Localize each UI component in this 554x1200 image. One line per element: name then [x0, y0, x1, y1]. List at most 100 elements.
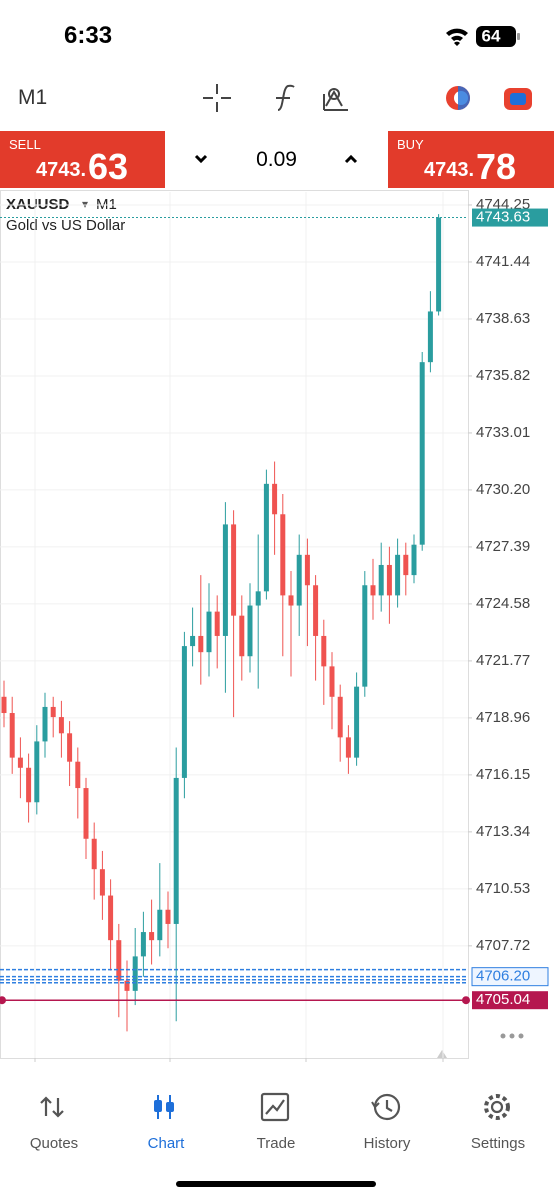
candle-body: [206, 611, 212, 653]
candle-body: [280, 514, 286, 596]
candle-body: [149, 932, 155, 941]
candle-body: [1, 696, 7, 714]
candle-body: [263, 483, 269, 592]
chart-description: Gold vs US Dollar: [6, 217, 125, 234]
status-time: 6:33: [64, 22, 113, 49]
timeframe-button[interactable]: M1: [18, 86, 48, 109]
sell-price-main: 4743.: [36, 159, 87, 181]
candle-body: [436, 217, 442, 312]
candle-body: [403, 554, 409, 576]
toolbar-icons: [203, 84, 348, 112]
y-tick-label: 4727.39: [476, 538, 530, 555]
battery-level: 64: [482, 26, 501, 45]
stop-handle: [462, 996, 470, 1005]
y-tick-label: 4716.15: [476, 766, 530, 783]
y-tick-label: 4735.82: [476, 367, 530, 384]
candle-body: [67, 733, 73, 762]
chart-symbol: XAUUSD: [6, 196, 70, 213]
candle-body: [26, 767, 32, 803]
candle-body: [395, 554, 401, 596]
candle-body: [132, 956, 138, 991]
candle-body: [50, 706, 56, 718]
nav-icon: [40, 1096, 64, 1118]
nav-icon: [154, 1095, 174, 1119]
nav-icon: [260, 1092, 290, 1122]
y-tick-label: 4718.96: [476, 709, 530, 726]
candle-body: [83, 788, 89, 839]
nav-item[interactable]: History: [337, 1092, 437, 1152]
sell-button[interactable]: SELL 4743. 63: [0, 131, 165, 188]
home-indicator: [176, 1181, 376, 1187]
candle-body: [190, 635, 196, 647]
nav-item[interactable]: Quotes: [4, 1092, 104, 1152]
order-price-box: [471, 967, 549, 987]
y-tick-label: 4741.44: [476, 253, 530, 270]
candle-body: [108, 895, 114, 941]
toolbar-right-icons: [446, 86, 532, 110]
buy-price-main: 4743.: [424, 159, 475, 181]
y-tick-label: 4730.20: [476, 481, 530, 498]
bid-price-box: [472, 208, 548, 227]
sell-price-big: 63: [88, 146, 129, 187]
buy-price-big: 78: [476, 146, 517, 187]
candle-body: [296, 554, 302, 606]
sell-label: SELL: [9, 137, 41, 152]
candle-body: [247, 605, 253, 657]
candle-body: [354, 686, 360, 758]
nav-icon: [371, 1093, 401, 1121]
lot-size[interactable]: 0.09: [256, 148, 297, 171]
candle-body: [337, 696, 343, 738]
nav-label: Trade: [256, 1135, 296, 1152]
chart: XAUUSD ▾ M1 Gold vs US Dollar 4744.25474…: [0, 190, 549, 1062]
y-tick-label: 4707.72: [476, 937, 530, 954]
candle-body: [386, 564, 392, 596]
nav-label: Chart: [147, 1135, 185, 1152]
candle-body: [34, 741, 40, 803]
y-tick-label: 4713.34: [476, 823, 530, 840]
candle-body: [42, 706, 48, 742]
candle-body: [58, 717, 64, 734]
symbol-dropdown: ▾: [82, 197, 88, 211]
candle-body: [288, 595, 294, 606]
nav-label: Quotes: [29, 1135, 79, 1152]
candle-body: [17, 757, 23, 768]
candle-body: [329, 666, 335, 697]
bid-price-label: 4743.63: [476, 209, 530, 226]
bottom-nav: Quotes Chart Trade History Settings: [0, 1062, 554, 1200]
buy-button[interactable]: BUY 4743. 78: [388, 131, 554, 188]
candle-body: [345, 737, 351, 758]
candle-body: [304, 554, 310, 586]
lot-arrows[interactable]: [190, 148, 370, 172]
candle-body: [157, 909, 163, 941]
candle-body: [239, 615, 245, 657]
chart-timeframe: M1: [96, 196, 117, 213]
buy-label: BUY: [397, 137, 424, 152]
nav-item[interactable]: Trade: [226, 1092, 326, 1152]
stop-price-box: [472, 991, 548, 1010]
candle-body: [91, 838, 97, 870]
candle-body: [198, 635, 204, 653]
stop-handle: [0, 996, 6, 1005]
candle-body: [165, 909, 171, 924]
candle-body: [181, 646, 187, 778]
candle-body: [231, 524, 237, 616]
y-tick-label: 4724.58: [476, 595, 530, 612]
candle-body: [124, 980, 130, 991]
candle-body: [378, 564, 384, 596]
candle-body: [272, 483, 278, 515]
nav-item[interactable]: Settings: [448, 1092, 548, 1152]
nav-label: History: [363, 1135, 411, 1152]
candle-body: [75, 761, 81, 789]
nav-item[interactable]: Chart: [116, 1092, 216, 1152]
candle-body: [214, 611, 220, 636]
status-icons: 64: [446, 26, 520, 47]
candle-body: [362, 585, 368, 687]
candle-body: [419, 362, 425, 545]
candle-body: [321, 635, 327, 667]
candle-body: [222, 524, 228, 636]
stop-price-label: 4705.04: [476, 991, 530, 1008]
candle-body: [427, 311, 433, 363]
candle-body: [370, 585, 376, 596]
candle-body: [173, 777, 179, 924]
